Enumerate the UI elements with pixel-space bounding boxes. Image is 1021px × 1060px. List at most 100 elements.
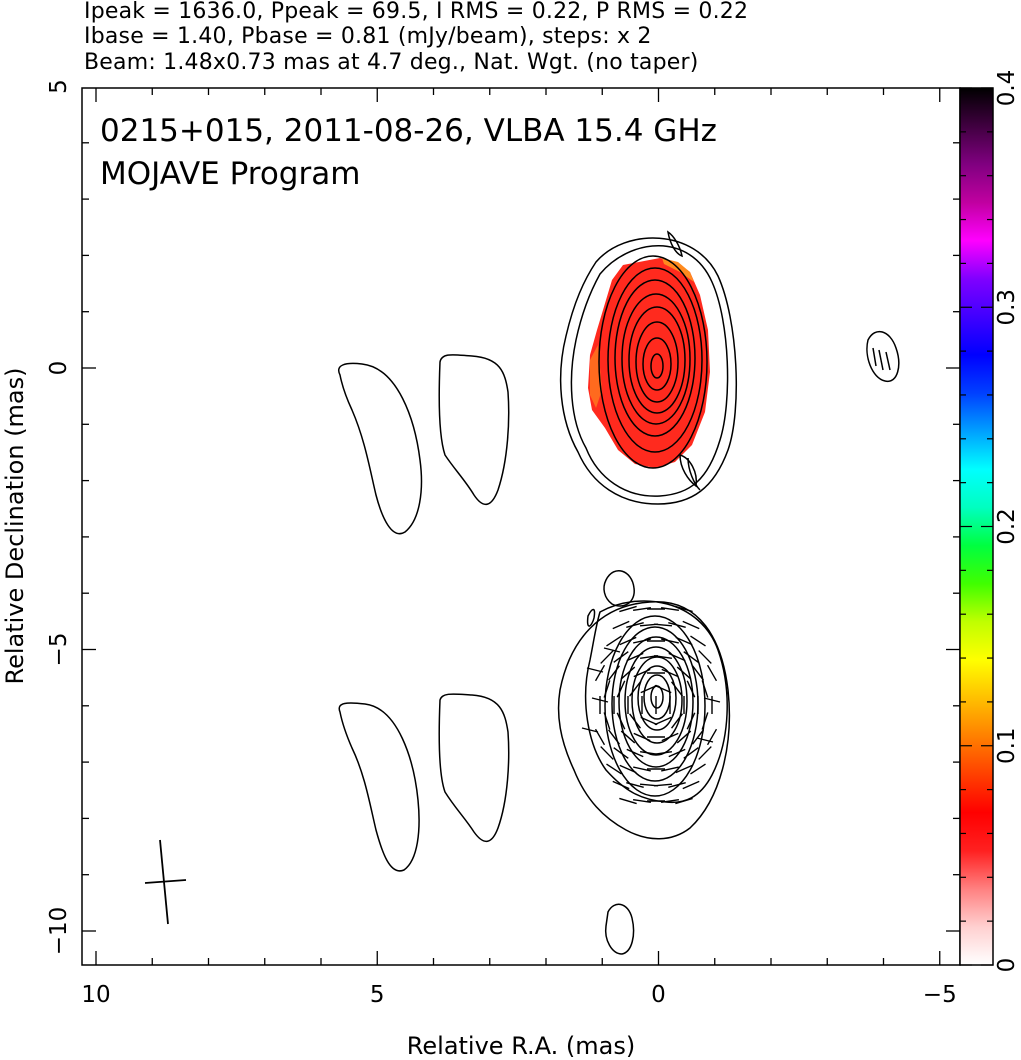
evpa-vector — [690, 763, 706, 775]
upper-contours — [559, 230, 737, 505]
evpa-vector — [698, 650, 712, 664]
evpa-vector — [628, 713, 642, 729]
evpa-vector — [682, 780, 700, 790]
lower-sidelobes — [338, 693, 635, 955]
evpa-vector — [670, 713, 684, 729]
evpa-vector — [683, 747, 699, 759]
evpa-vector — [591, 697, 609, 703]
header-line-1: Ipeak = 1636.0, Ppeak = 69.5, I RMS = 0.… — [84, 0, 749, 24]
evpa-vector — [690, 635, 706, 647]
evpa-vector — [600, 650, 614, 664]
evpa-vector — [640, 684, 658, 694]
evpa-vector — [654, 716, 672, 726]
x-tick-label: −5 — [923, 982, 957, 1008]
evpa-vector — [675, 797, 693, 805]
evpa-vector — [607, 665, 621, 681]
evpa-vector — [626, 748, 644, 758]
evpa-vector — [668, 748, 686, 758]
evpa-vector — [603, 712, 611, 730]
plot-frame — [81, 87, 961, 966]
evpa-vector — [696, 737, 714, 743]
map-annotation-line-2: MOJAVE Program — [100, 156, 360, 192]
evpa-vector — [668, 652, 686, 662]
evpa-vector — [668, 622, 686, 628]
evpa-vector — [683, 651, 699, 663]
x-tick-labels: 10 5 0 −5 — [81, 982, 956, 1008]
polarization-vectors — [581, 605, 721, 805]
lower-contours — [557, 570, 731, 840]
evpa-vector — [607, 729, 621, 745]
evpa-vector — [654, 684, 672, 694]
evpa-vector — [640, 716, 658, 726]
evpa-vector — [633, 638, 651, 644]
evpa-vector — [701, 680, 709, 698]
evpa-vector — [661, 732, 679, 742]
y-tick-labels: 5 0 −5 −10 — [46, 79, 72, 955]
evpa-vector — [620, 730, 636, 744]
evpa-vector — [701, 712, 709, 730]
evpa-vector — [616, 680, 626, 698]
evpa-vector — [619, 764, 637, 774]
right-blob — [866, 330, 900, 382]
header-line-2: Ibase = 1.40, Pbase = 0.81 (mJy/beam), s… — [84, 24, 652, 49]
evpa-vector — [633, 766, 651, 772]
evpa-vector — [691, 729, 705, 745]
evpa-vector — [682, 620, 700, 630]
evpa-vector — [661, 766, 679, 772]
evpa-vector — [603, 680, 611, 698]
evpa-vector — [619, 636, 637, 646]
colorbar-tick-label: 0.3 — [994, 289, 1020, 326]
x-axis-title: Relative R.A. (mas) — [407, 1032, 635, 1060]
x-tick-label: 0 — [651, 982, 666, 1008]
y-tick-label: −10 — [46, 907, 72, 956]
evpa-vector — [675, 764, 693, 774]
y-tick-label: 0 — [46, 361, 72, 376]
polarized-flux-orange-edge — [662, 258, 694, 282]
evpa-vector — [626, 622, 644, 628]
x-tick-label: 5 — [370, 982, 385, 1008]
evpa-vector — [670, 681, 684, 697]
evpa-vector — [613, 651, 629, 663]
evpa-vector — [632, 799, 652, 803]
y-tick-label: −5 — [46, 633, 72, 667]
evpa-vector — [676, 666, 692, 680]
frame-ticks — [82, 88, 960, 965]
evpa-vector — [676, 730, 692, 744]
evpa-vector — [626, 652, 644, 662]
evpa-vector — [581, 727, 599, 733]
evpa-vector — [653, 623, 673, 627]
evpa-vector — [660, 799, 680, 803]
evpa-vector — [653, 655, 673, 659]
evpa-vector — [633, 668, 651, 678]
evpa-vector — [668, 782, 686, 788]
upper-sidelobes — [338, 354, 510, 535]
evpa-vector — [613, 747, 629, 759]
colorbar-tick-label: 0 — [994, 958, 1020, 973]
evpa-vector — [675, 605, 693, 613]
evpa-vector — [633, 732, 651, 742]
evpa-vector — [686, 712, 696, 730]
evpa-vector — [661, 668, 679, 678]
beam-cross — [144, 839, 187, 925]
evpa-vector — [626, 782, 644, 788]
evpa-vector — [706, 728, 718, 746]
evpa-vector — [600, 746, 614, 760]
map-content — [144, 230, 900, 955]
evpa-vector — [612, 780, 630, 790]
colorbar-ticks — [960, 87, 993, 966]
evpa-vector — [620, 666, 636, 680]
colorbar-tick-labels: 0 0.1 0.2 0.3 0.4 — [994, 70, 1020, 973]
y-tick-label: 5 — [46, 79, 72, 94]
evpa-vector — [703, 697, 721, 703]
evpa-vector — [606, 635, 622, 647]
evpa-vector — [698, 746, 712, 760]
header-line-3: Beam: 1.48x0.73 mas at 4.7 deg., Nat. Wg… — [84, 50, 699, 75]
x-tick-label: 10 — [81, 982, 110, 1008]
evpa-vector — [686, 680, 696, 698]
evpa-vector — [616, 712, 626, 730]
evpa-vector — [594, 664, 606, 682]
evpa-vector — [653, 751, 673, 755]
evpa-vector — [603, 647, 621, 653]
evpa-vector — [619, 605, 637, 613]
